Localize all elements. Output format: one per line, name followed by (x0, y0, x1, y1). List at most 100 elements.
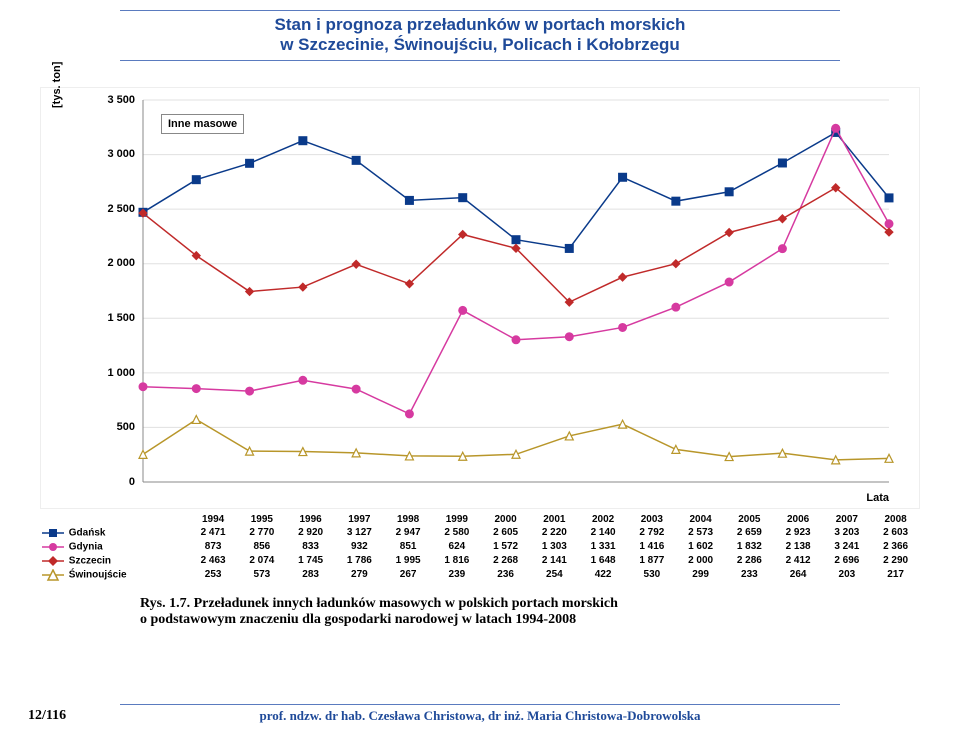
title-line-2: w Szczecinie, Świnoujściu, Policach i Ko… (120, 35, 840, 55)
year-header: 2008 (871, 513, 920, 526)
y-tick-label: 1 000 (101, 367, 135, 379)
data-cell: 2 580 (432, 526, 481, 540)
title-line-1: Stan i prognoza przeładunków w portach m… (120, 15, 840, 35)
data-cell: 2 603 (871, 526, 920, 540)
data-cell: 2 140 (579, 526, 628, 540)
year-header: 1996 (286, 513, 335, 526)
data-cell: 1 995 (384, 554, 433, 568)
y-tick-label: 500 (101, 421, 135, 433)
caption-line-1: Rys. 1.7. Przeładunek innych ładunków ma… (140, 596, 618, 611)
data-cell: 2 366 (871, 540, 920, 554)
data-cell: 856 (237, 540, 286, 554)
series-label: Szczecin (40, 554, 189, 568)
year-header: 1998 (384, 513, 433, 526)
data-cell: 932 (335, 540, 384, 554)
data-cell: 833 (286, 540, 335, 554)
data-cell: 267 (384, 568, 433, 582)
y-tick-label: 1 500 (101, 312, 135, 324)
series-label: Gdańsk (40, 526, 189, 540)
data-cell: 1 303 (530, 540, 579, 554)
data-cell: 2 000 (676, 554, 725, 568)
year-header: 1999 (432, 513, 481, 526)
year-header: 2002 (579, 513, 628, 526)
y-tick-label: 3 500 (101, 94, 135, 106)
data-cell: 299 (676, 568, 725, 582)
data-cell: 1 816 (432, 554, 481, 568)
y-tick-label: 2 500 (101, 203, 135, 215)
data-cell: 233 (725, 568, 774, 582)
data-cell: 283 (286, 568, 335, 582)
year-header: 1997 (335, 513, 384, 526)
data-cell: 422 (579, 568, 628, 582)
chart-data-table: 1994199519961997199819992000200120022003… (40, 513, 920, 582)
y-axis-label: [tys. ton] (51, 61, 63, 107)
data-cell: 2 605 (481, 526, 530, 540)
data-cell: 2 286 (725, 554, 774, 568)
data-cell: 2 923 (774, 526, 823, 540)
data-cell: 264 (774, 568, 823, 582)
data-cell: 203 (822, 568, 871, 582)
data-cell: 2 268 (481, 554, 530, 568)
data-cell: 2 074 (237, 554, 286, 568)
data-cell: 236 (481, 568, 530, 582)
caption-line-2: o podstawowym znaczeniu dla gospodarki n… (140, 612, 576, 627)
data-cell: 217 (871, 568, 920, 582)
page-number: 12/116 (28, 708, 66, 724)
data-cell: 2 696 (822, 554, 871, 568)
data-cell: 1 416 (627, 540, 676, 554)
credit-line: prof. ndzw. dr hab. Czesława Christowa, … (120, 704, 840, 724)
data-cell: 1 572 (481, 540, 530, 554)
x-axis-end-label: Lata (866, 492, 889, 504)
data-cell: 851 (384, 540, 433, 554)
series-label: Gdynia (40, 540, 189, 554)
y-tick-label: 0 (101, 476, 135, 488)
series-label: Świnoujście (40, 568, 189, 582)
year-header: 2006 (774, 513, 823, 526)
y-tick-label: 2 000 (101, 257, 135, 269)
year-header: 2001 (530, 513, 579, 526)
data-cell: 573 (237, 568, 286, 582)
data-cell: 2 141 (530, 554, 579, 568)
year-header: 2005 (725, 513, 774, 526)
data-cell: 239 (432, 568, 481, 582)
data-cell: 254 (530, 568, 579, 582)
data-cell: 1 331 (579, 540, 628, 554)
title-block: Stan i prognoza przeładunków w portach m… (120, 10, 840, 61)
year-header: 2003 (627, 513, 676, 526)
data-cell: 2 947 (384, 526, 433, 540)
data-cell: 530 (627, 568, 676, 582)
data-cell: 2 290 (871, 554, 920, 568)
year-header: 2007 (822, 513, 871, 526)
data-cell: 2 220 (530, 526, 579, 540)
data-cell: 2 471 (189, 526, 238, 540)
data-cell: 279 (335, 568, 384, 582)
data-cell: 3 127 (335, 526, 384, 540)
chart-plot-area (139, 100, 893, 482)
data-cell: 2 138 (774, 540, 823, 554)
figure-caption: Rys. 1.7. Przeładunek innych ładunków ma… (140, 596, 880, 628)
data-cell: 2 770 (237, 526, 286, 540)
data-cell: 2 463 (189, 554, 238, 568)
data-cell: 1 877 (627, 554, 676, 568)
y-tick-label: 3 000 (101, 148, 135, 160)
data-cell: 2 920 (286, 526, 335, 540)
data-cell: 2 573 (676, 526, 725, 540)
year-header: 2004 (676, 513, 725, 526)
data-cell: 253 (189, 568, 238, 582)
data-cell: 2 659 (725, 526, 774, 540)
data-cell: 1 832 (725, 540, 774, 554)
data-cell: 1 745 (286, 554, 335, 568)
data-cell: 873 (189, 540, 238, 554)
data-cell: 1 602 (676, 540, 725, 554)
data-cell: 2 792 (627, 526, 676, 540)
data-cell: 3 203 (822, 526, 871, 540)
data-cell: 2 412 (774, 554, 823, 568)
data-cell: 624 (432, 540, 481, 554)
data-cell: 1 648 (579, 554, 628, 568)
year-header: 2000 (481, 513, 530, 526)
data-cell: 1 786 (335, 554, 384, 568)
data-cell: 3 241 (822, 540, 871, 554)
chart: [tys. ton] Inne masowe Lata 05001 0001 5… (40, 87, 920, 509)
year-header: 1995 (237, 513, 286, 526)
year-header: 1994 (189, 513, 238, 526)
